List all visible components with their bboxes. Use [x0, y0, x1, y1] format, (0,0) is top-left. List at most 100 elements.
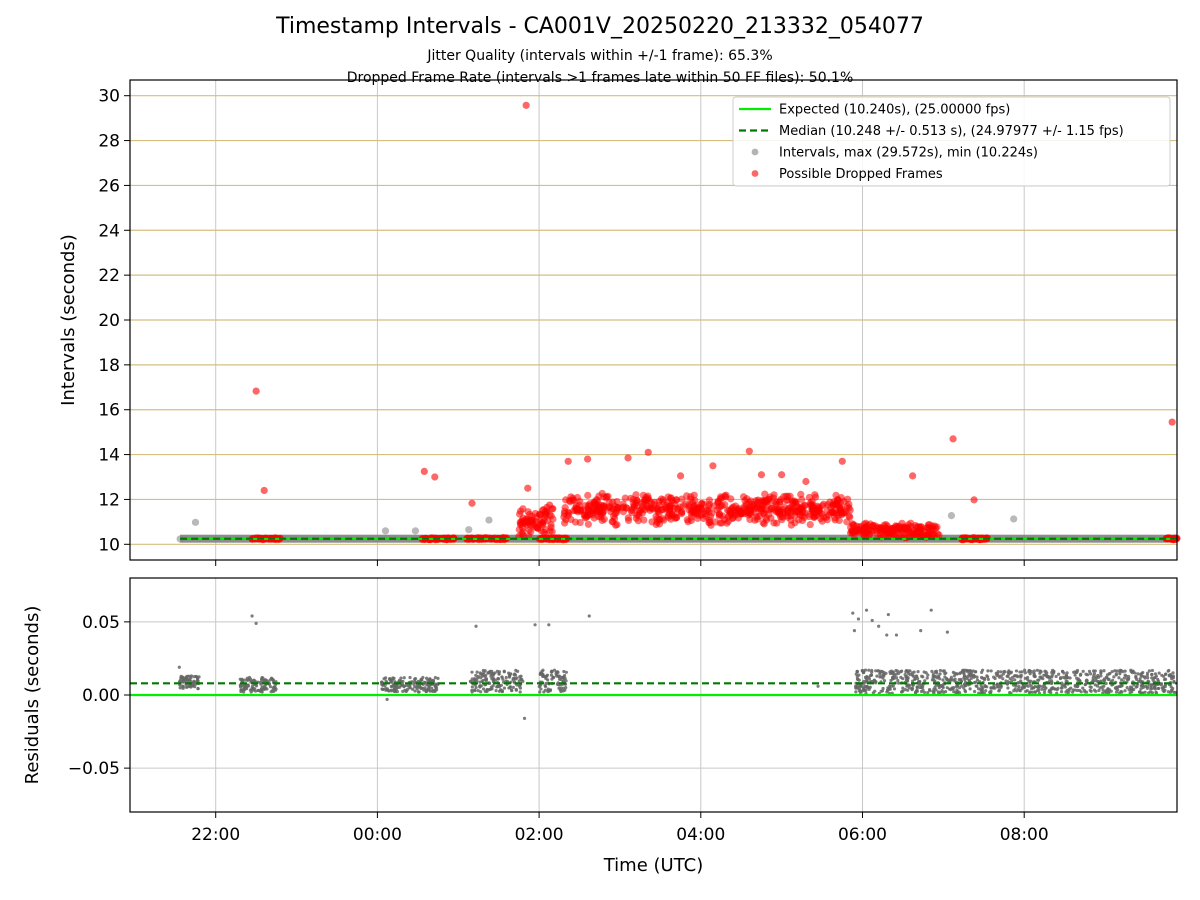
- dropped-frame-point: [761, 490, 769, 498]
- dropped-frame-point: [584, 520, 592, 528]
- residual-point: [1011, 675, 1015, 679]
- residual-point: [1064, 690, 1068, 694]
- dropped-frame-point: [742, 500, 750, 508]
- dropped-frame-point: [611, 514, 619, 523]
- legend-frame: [732, 96, 1171, 187]
- dropped-frame-point: [949, 435, 957, 443]
- residual-point: [510, 689, 514, 693]
- interval-point: [465, 526, 473, 534]
- x-tick-label: 06:00: [838, 825, 887, 845]
- residual-point: [980, 668, 985, 672]
- residual-point: [894, 672, 898, 676]
- dropped-frame-point: [613, 497, 621, 506]
- residual-point: [973, 680, 978, 684]
- residual-point: [982, 677, 987, 682]
- residual-point: [856, 617, 861, 621]
- residual-point: [862, 681, 866, 686]
- residual-point: [254, 621, 258, 625]
- residual-point: [1092, 674, 1096, 678]
- dropped-frame-point: [836, 506, 844, 514]
- residual-point: [1099, 670, 1103, 675]
- residual-point: [1033, 674, 1037, 679]
- dropped-frame-point: [786, 503, 795, 512]
- residual-point: [916, 677, 920, 681]
- residual-point: [1132, 687, 1136, 692]
- residual-point: [936, 690, 940, 694]
- residual-point: [1097, 688, 1101, 693]
- residual-point: [1147, 691, 1151, 695]
- dropped-frame-point: [759, 501, 767, 510]
- dropped-frame-point: [816, 506, 824, 514]
- residual-point: [533, 623, 537, 627]
- residual-point: [497, 671, 501, 676]
- residual-point: [1139, 684, 1143, 688]
- residual-point: [932, 690, 936, 694]
- residual-point: [1013, 678, 1017, 682]
- residual-point: [1164, 672, 1168, 676]
- residual-point: [955, 688, 959, 692]
- dropped-frame-point: [970, 496, 978, 504]
- residual-point: [1029, 669, 1033, 674]
- top-y-tick-label: 18: [98, 356, 120, 376]
- residual-point: [914, 690, 918, 694]
- residual-point: [550, 677, 554, 681]
- residual-point: [992, 675, 996, 679]
- residual-point: [1001, 677, 1005, 681]
- top-y-tick-label: 30: [98, 87, 120, 107]
- dropped-frame-point: [539, 520, 547, 529]
- residual-point: [515, 676, 519, 680]
- residual-point: [391, 677, 395, 681]
- dropped-frame-point: [705, 496, 713, 504]
- residual-point: [1049, 679, 1054, 683]
- dropped-frame-point: [640, 516, 648, 524]
- residual-point: [495, 669, 499, 673]
- residual-point: [514, 688, 518, 692]
- residual-point: [1085, 679, 1089, 683]
- residual-point: [1037, 684, 1041, 688]
- residual-point: [877, 624, 881, 628]
- residual-point: [504, 679, 508, 683]
- residual-point: [1117, 676, 1121, 680]
- residual-point: [973, 670, 978, 674]
- residual-point: [386, 688, 390, 692]
- residual-point: [951, 678, 955, 682]
- residual-point: [907, 672, 911, 676]
- residual-point: [865, 679, 869, 683]
- dropped-frame-point: [806, 510, 814, 518]
- residual-point: [1108, 671, 1112, 676]
- dropped-frame-point: [524, 484, 532, 492]
- dropped-frame-point: [468, 499, 476, 507]
- residual-point: [911, 679, 915, 683]
- x-axis-label: Time (UTC): [603, 855, 704, 876]
- dropped-frame-point: [771, 500, 780, 508]
- residual-point: [894, 633, 899, 637]
- residual-point: [858, 684, 862, 688]
- residual-point: [899, 675, 903, 679]
- residual-point: [852, 629, 857, 633]
- residual-point: [196, 686, 200, 691]
- residual-point: [490, 687, 494, 691]
- residual-point: [1172, 690, 1176, 694]
- legend-dropped-swatch: [751, 170, 759, 177]
- residual-point: [955, 672, 959, 676]
- residual-point: [1099, 674, 1103, 678]
- dropped-frame-point: [260, 486, 268, 495]
- residual-point: [1006, 674, 1010, 678]
- residual-point: [470, 670, 474, 674]
- residual-point: [181, 680, 185, 684]
- dropped-frame-point: [584, 491, 592, 499]
- dropped-frame-point: [683, 492, 691, 500]
- residual-point: [923, 679, 927, 683]
- dropped-frame-point: [770, 519, 778, 527]
- residual-point: [1115, 685, 1119, 689]
- residual-point: [549, 673, 554, 677]
- residual-point: [1153, 676, 1157, 680]
- dropped-frame-point: [826, 503, 835, 511]
- dropped-frame-point: [644, 448, 652, 456]
- residual-point: [1083, 690, 1087, 694]
- residual-point: [413, 685, 417, 689]
- residual-point: [911, 673, 915, 677]
- residual-point: [552, 668, 557, 672]
- dropped-frame-point: [923, 523, 931, 531]
- residual-point: [475, 670, 479, 674]
